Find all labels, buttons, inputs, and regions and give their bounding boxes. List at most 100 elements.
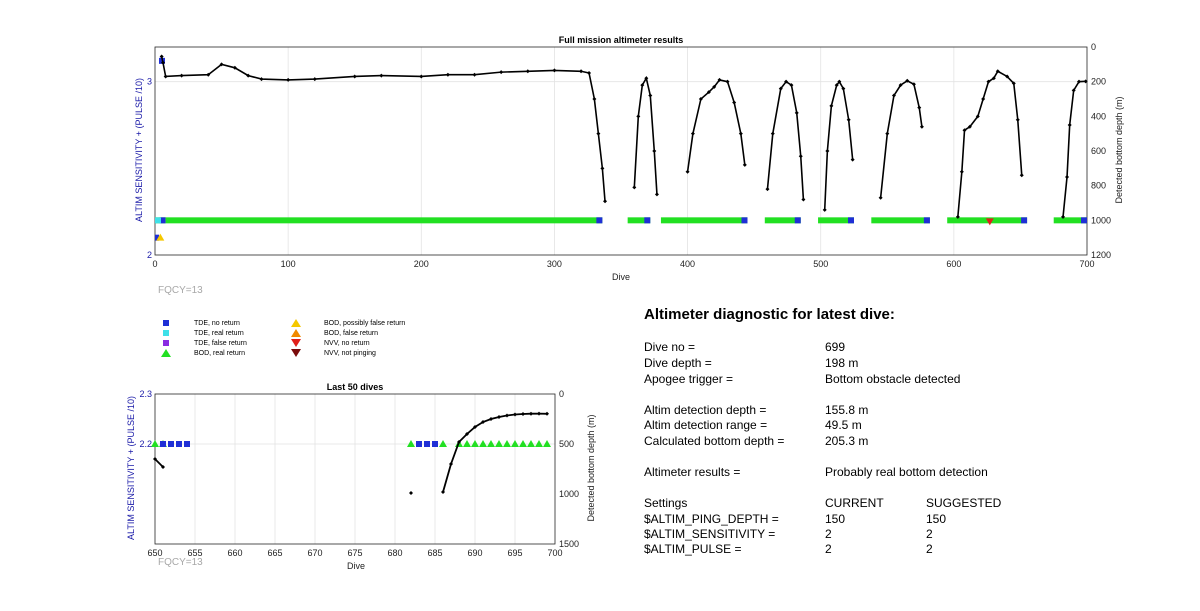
bottom-depth-point bbox=[465, 432, 469, 436]
bottom-depth-point bbox=[286, 77, 291, 82]
detection-range-value: 49.5 m bbox=[825, 418, 862, 432]
y-tick-label-right: 500 bbox=[559, 439, 574, 449]
tde-no-return-marker bbox=[155, 234, 159, 241]
bottom-depth-point bbox=[1011, 81, 1016, 86]
legend-tde-no-return: TDE, no return bbox=[160, 318, 240, 328]
dive-no-value: 699 bbox=[825, 340, 846, 354]
bottom-depth-point bbox=[981, 97, 986, 101]
bottom-depth-line bbox=[823, 80, 854, 210]
x-tick-label: 680 bbox=[387, 548, 402, 558]
y-tick-label-right: 1200 bbox=[1091, 250, 1111, 260]
bottom-depth-line bbox=[442, 412, 548, 493]
bottom-depth-point bbox=[505, 413, 509, 418]
x-tick-label: 400 bbox=[680, 259, 695, 269]
bottom-depth-point bbox=[850, 157, 855, 162]
bottom-depth-point bbox=[163, 74, 168, 79]
bod-real-return-band bbox=[660, 217, 748, 224]
bottom-depth-point bbox=[706, 90, 711, 95]
y-tick-label-right: 1000 bbox=[1091, 215, 1111, 225]
bottom-depth-point bbox=[959, 169, 964, 174]
x-tick-label: 650 bbox=[147, 548, 162, 558]
bottom-depth-point bbox=[986, 79, 991, 84]
main-chart-title: Full mission altimeter results bbox=[559, 35, 684, 45]
triangle-up-icon bbox=[290, 318, 304, 328]
bottom-depth-point bbox=[525, 69, 530, 74]
bottom-depth-point bbox=[537, 411, 541, 416]
bod-real-return-marker bbox=[511, 440, 519, 447]
y-tick-label-right: 1000 bbox=[559, 489, 579, 499]
tde-no-return-marker bbox=[432, 441, 438, 447]
bottom-depth-point bbox=[499, 70, 504, 75]
bottom-depth-point bbox=[246, 73, 251, 78]
bottom-depth-point bbox=[955, 214, 960, 219]
bottom-depth-point bbox=[1067, 123, 1072, 127]
settings-header: Settings bbox=[644, 496, 688, 510]
bottom-depth-point bbox=[587, 71, 592, 75]
bod-real-return-band bbox=[627, 217, 651, 224]
bottom-depth-point bbox=[652, 149, 657, 153]
dive-depth-label: Dive depth = bbox=[644, 356, 712, 370]
zoom-chart-title: Last 50 dives bbox=[327, 382, 384, 392]
bottom-depth-point bbox=[834, 83, 839, 88]
bod-real-return-band bbox=[871, 217, 930, 224]
bottom-depth-point bbox=[160, 60, 165, 65]
calculated-depth-value: 205.3 m bbox=[825, 434, 869, 448]
sensitivity-suggested: 2 bbox=[926, 527, 933, 541]
tde-no-return-marker bbox=[794, 217, 801, 224]
bottom-depth-line bbox=[957, 70, 1023, 217]
bottom-depth-point bbox=[1019, 173, 1024, 178]
suggested-header: SUGGESTED bbox=[926, 496, 1002, 510]
bottom-depth-point bbox=[885, 131, 890, 136]
zoom-chart-grid bbox=[155, 394, 555, 544]
tde-no-return-marker bbox=[923, 217, 930, 224]
legend-label: BOD, false return bbox=[324, 329, 379, 337]
zoom-x-axis-label: Dive bbox=[347, 561, 365, 571]
bottom-depth-point bbox=[409, 491, 413, 495]
bottom-depth-line bbox=[154, 458, 164, 468]
bottom-depth-point bbox=[898, 83, 903, 88]
main-fqcy-label: FQCY=13 bbox=[158, 285, 203, 296]
bod-real-return-band bbox=[1053, 217, 1087, 224]
current-header: CURRENT bbox=[825, 496, 884, 510]
ping-depth-suggested: 150 bbox=[926, 512, 947, 526]
zoom-y-axis-label-left: ALTIM SENSITIVITY + (PULSE /10) bbox=[126, 396, 136, 540]
x-tick-label: 700 bbox=[547, 548, 562, 558]
bottom-depth-point bbox=[603, 199, 608, 204]
calculated-depth-label: Calculated bottom depth = bbox=[644, 434, 785, 448]
x-tick-label: 685 bbox=[427, 548, 442, 558]
legend-label: TDE, no return bbox=[194, 319, 240, 327]
tde-no-return-marker bbox=[176, 441, 182, 447]
legend-label: NVV, no return bbox=[324, 339, 370, 347]
bod-real-return-band bbox=[165, 217, 603, 224]
bottom-depth-point bbox=[1083, 79, 1088, 84]
bottom-depth-point bbox=[801, 197, 806, 202]
x-tick-label: 690 bbox=[467, 548, 482, 558]
altimeter-results-label: Altimeter results = bbox=[644, 465, 741, 479]
legend-label: BOD, real return bbox=[194, 349, 245, 357]
bottom-depth-point bbox=[1071, 88, 1076, 93]
tde-no-return-marker bbox=[160, 441, 166, 447]
bod-real-return-marker bbox=[439, 440, 447, 447]
bottom-depth-point bbox=[712, 84, 717, 89]
bottom-depth-point bbox=[698, 97, 703, 101]
bottom-depth-point bbox=[472, 72, 477, 77]
y-tick-label-left: 2.2 bbox=[139, 439, 152, 449]
bottom-depth-line bbox=[766, 80, 805, 200]
main-chart-grid bbox=[155, 47, 1087, 255]
legend-tde-false-return: TDE, false return bbox=[160, 338, 247, 348]
zoom-chart-marks bbox=[151, 411, 551, 495]
bottom-depth-point bbox=[822, 207, 827, 212]
altimeter-results-value: Probably real bottom detection bbox=[825, 465, 988, 479]
bottom-depth-point bbox=[784, 79, 789, 84]
bottom-depth-point bbox=[891, 93, 896, 98]
main-x-axis-label: Dive bbox=[612, 272, 630, 282]
tde-no-return-marker bbox=[424, 441, 430, 447]
main-chart-ticks: 0 100 200 300 400 500 600 700 2 3 0 200 400 600 800 100… bbox=[147, 42, 1111, 269]
bottom-depth-line bbox=[686, 79, 746, 172]
legend-bod-real-return: BOD, real return bbox=[160, 348, 245, 358]
bod-real-return-marker bbox=[527, 440, 535, 447]
bottom-depth-point bbox=[648, 93, 653, 98]
y-tick-label-left: 2.3 bbox=[139, 389, 152, 399]
legend-nvv-no-return: NVV, no return bbox=[290, 338, 370, 348]
